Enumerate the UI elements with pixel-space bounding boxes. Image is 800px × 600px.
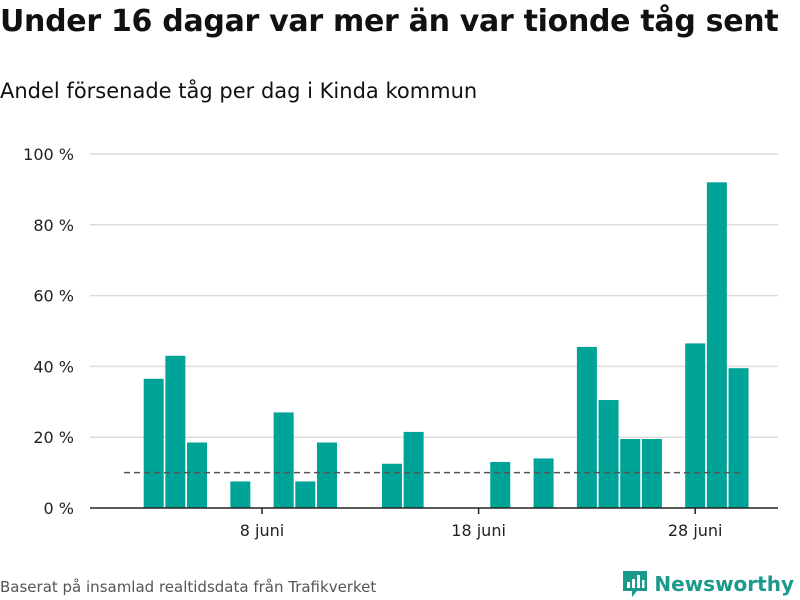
- y-tick-label: 100 %: [23, 145, 74, 164]
- chart-subtitle: Andel försenade tåg per dag i Kinda komm…: [0, 79, 478, 103]
- x-tick-label: 8 juni: [240, 521, 284, 540]
- newsworthy-logo-icon: [623, 571, 648, 597]
- bar: [187, 442, 208, 508]
- bar: [641, 438, 662, 508]
- bar: [316, 442, 337, 508]
- y-tick-label: 20 %: [33, 428, 74, 447]
- bar-chart: 0 % 20 % 40 % 60 % 80 % 100 % 8 juni 18 juni 28…: [23, 145, 778, 540]
- bar: [143, 378, 164, 508]
- bar: [706, 182, 727, 508]
- x-tick-label: 28 juni: [668, 521, 723, 540]
- y-tick-label: 40 %: [33, 357, 74, 376]
- grid-lines: [90, 153, 778, 438]
- bar: [381, 463, 402, 508]
- chart-title: Under 16 dagar var mer än var tionde tåg…: [0, 4, 779, 39]
- bar: [273, 412, 294, 508]
- bar: [620, 438, 641, 508]
- bar: [230, 481, 251, 508]
- y-tick-label: 0 %: [44, 499, 74, 518]
- y-tick-label: 60 %: [33, 287, 74, 306]
- y-tick-label: 80 %: [33, 216, 74, 235]
- x-axis: [90, 507, 778, 514]
- x-axis-tick-labels: 8 juni 18 juni 28 juni: [240, 521, 723, 540]
- bar: [728, 368, 749, 508]
- bars: [143, 182, 749, 508]
- bar: [598, 400, 619, 508]
- bar: [576, 346, 597, 508]
- brand: Newsworthy: [622, 570, 794, 598]
- brand-label: Newsworthy: [654, 572, 794, 596]
- bar: [685, 343, 706, 508]
- source-note: Baserat på insamlad realtidsdata från Tr…: [0, 578, 377, 596]
- bar: [165, 355, 186, 508]
- y-axis-tick-labels: 0 % 20 % 40 % 60 % 80 % 100 %: [23, 145, 74, 518]
- bar: [533, 458, 554, 508]
- bar: [403, 431, 424, 508]
- x-tick-label: 18 juni: [451, 521, 506, 540]
- bar: [295, 481, 316, 508]
- bar: [490, 461, 511, 508]
